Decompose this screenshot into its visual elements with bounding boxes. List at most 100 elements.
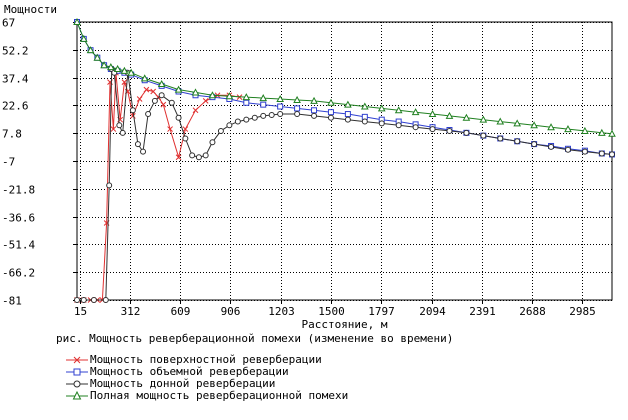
legend-label: Мощность объемной реверберации <box>90 365 289 378</box>
data-point <box>497 135 504 142</box>
data-point <box>294 111 301 118</box>
data-point <box>116 122 123 129</box>
data-point <box>598 150 605 157</box>
data-point <box>411 108 420 116</box>
data-point <box>597 128 606 136</box>
data-point <box>129 107 136 114</box>
data-point <box>548 143 555 150</box>
x-tick-label: 1797 <box>368 305 395 318</box>
data-point <box>277 103 284 110</box>
data-point <box>243 116 250 123</box>
data-point <box>208 91 217 99</box>
data-point <box>107 63 115 71</box>
y-tick-label: -21.8 <box>2 184 35 197</box>
data-point <box>202 152 209 159</box>
data-point <box>310 96 318 104</box>
data-point <box>225 92 234 100</box>
data-point <box>311 107 318 114</box>
x-tick-label: 2094 <box>419 305 446 318</box>
data-point <box>106 182 113 189</box>
figure-caption: рис. Мощность реверберационной помехи (и… <box>56 332 453 345</box>
data-point <box>243 99 250 106</box>
data-point <box>90 297 97 303</box>
data-point <box>277 111 284 118</box>
data-point <box>121 79 128 85</box>
data-point <box>514 138 521 145</box>
y-tick-label: -66.2 <box>2 267 35 280</box>
data-point <box>260 101 267 108</box>
data-point <box>429 126 436 133</box>
data-point <box>160 101 167 108</box>
data-point <box>344 116 351 123</box>
data-point <box>463 129 470 136</box>
data-point <box>175 114 182 121</box>
x-tick-label: 1500 <box>318 305 345 318</box>
legend-label: Мощность поверхностной реверберации <box>90 353 322 366</box>
data-point <box>360 102 369 110</box>
data-point <box>564 125 572 133</box>
data-point <box>80 297 87 303</box>
x-tick-label: 15 <box>74 305 87 318</box>
data-point <box>344 100 352 108</box>
x-axis-title: Расстояние, м <box>301 318 387 331</box>
x-tick-label: 906 <box>221 305 241 318</box>
data-point <box>182 135 189 142</box>
data-point <box>134 141 141 148</box>
data-point <box>167 126 173 132</box>
y-tick-label: -36.6 <box>2 212 35 225</box>
data-point <box>130 113 136 119</box>
legend-marker-x <box>66 356 88 364</box>
data-point <box>530 121 538 129</box>
y-tick-label: 22.6 <box>2 100 29 113</box>
legend-marker-circle <box>66 380 88 388</box>
data-point <box>327 114 334 121</box>
x-tick-label: 2688 <box>519 305 546 318</box>
data-point <box>189 152 196 159</box>
data-point <box>174 85 183 93</box>
data-point <box>119 129 126 136</box>
data-point <box>260 112 267 119</box>
x-tick-label: 312 <box>121 305 141 318</box>
data-point <box>102 297 109 303</box>
data-point <box>327 109 334 116</box>
data-point <box>151 97 158 104</box>
data-point <box>234 118 241 125</box>
data-point <box>378 120 385 127</box>
legend-label: Мощность донной реверберации <box>90 377 276 390</box>
data-point <box>202 98 209 104</box>
data-point <box>531 141 538 148</box>
data-point <box>158 92 165 99</box>
data-point <box>191 88 200 96</box>
y-axis-title: Мощности <box>4 3 57 16</box>
data-point <box>581 148 588 155</box>
data-point <box>140 74 149 82</box>
y-tick-label: -51.4 <box>2 239 35 252</box>
y-tick-label: 7.8 <box>2 128 22 141</box>
data-point <box>513 119 522 127</box>
data-point <box>110 126 117 132</box>
legend-marker-square <box>66 368 88 376</box>
series-line-0 <box>77 72 240 301</box>
data-point <box>182 126 189 132</box>
data-point <box>251 114 258 121</box>
data-point <box>127 68 136 76</box>
data-point <box>395 122 402 129</box>
data-point <box>496 117 505 125</box>
data-point <box>168 99 175 106</box>
data-point <box>157 79 166 87</box>
data-point <box>86 46 95 54</box>
y-tick-label: 52.2 <box>2 45 29 58</box>
x-tick-label: 1203 <box>268 305 295 318</box>
data-point <box>276 94 285 103</box>
data-point <box>479 115 488 123</box>
data-point <box>79 34 88 42</box>
data-point <box>394 106 403 114</box>
data-point <box>192 107 199 114</box>
y-tick-label: -81 <box>2 295 22 308</box>
data-point <box>136 96 143 102</box>
data-point <box>268 111 275 118</box>
x-tick-label: 609 <box>171 305 191 318</box>
data-point <box>311 112 318 119</box>
legend-marker-triangle <box>66 390 88 400</box>
